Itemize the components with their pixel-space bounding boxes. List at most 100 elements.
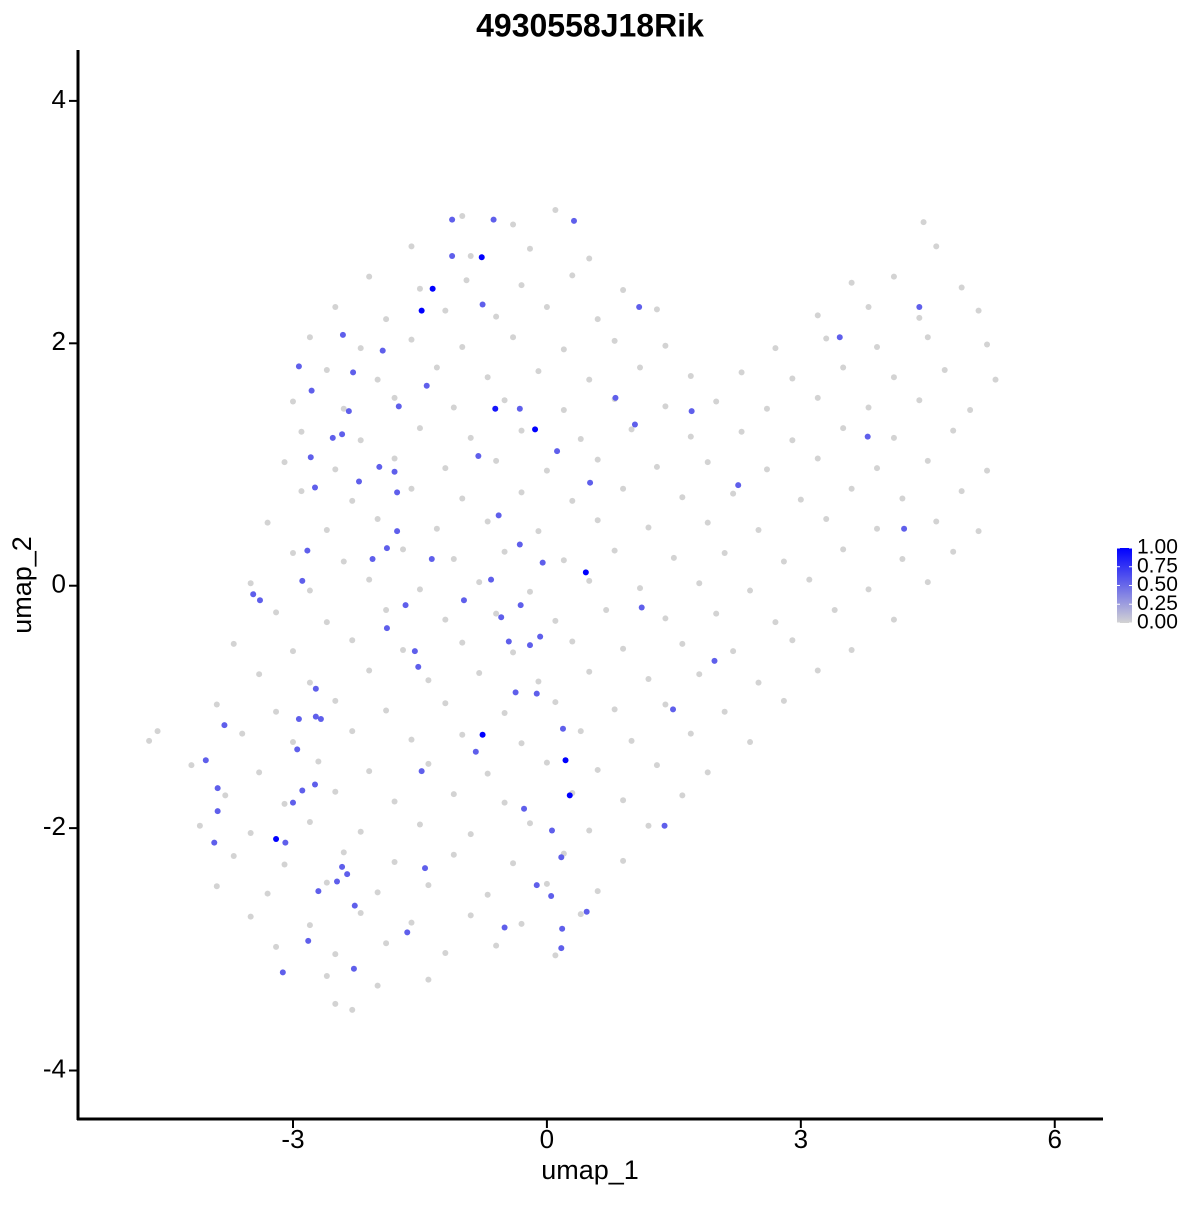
point (747, 739, 754, 746)
point (289, 799, 296, 806)
point (429, 285, 436, 292)
point (924, 334, 931, 341)
point (560, 346, 567, 353)
point (433, 364, 440, 371)
points (146, 206, 999, 1013)
point (350, 369, 357, 376)
point (789, 437, 796, 444)
point (442, 949, 449, 956)
point (526, 245, 533, 252)
point (543, 759, 550, 766)
point (214, 785, 221, 792)
point (463, 277, 470, 284)
point (594, 517, 601, 524)
point (460, 597, 467, 604)
point (357, 345, 364, 352)
point (992, 376, 999, 383)
point (323, 619, 330, 626)
point (484, 770, 491, 777)
point (383, 316, 390, 323)
point (711, 657, 718, 664)
y-tick-label: 2 (52, 326, 66, 356)
point (603, 606, 610, 613)
point (340, 558, 347, 565)
point (306, 922, 313, 929)
point (559, 925, 566, 932)
point (332, 303, 339, 310)
point (570, 217, 577, 224)
point (334, 878, 341, 885)
point (789, 637, 796, 644)
point (501, 397, 508, 404)
point (281, 861, 288, 868)
point (865, 586, 872, 593)
point (306, 679, 313, 686)
point (865, 303, 872, 310)
point (230, 640, 237, 647)
point (311, 781, 318, 788)
point (442, 700, 449, 707)
point (281, 800, 288, 807)
point (442, 465, 449, 472)
point (814, 455, 821, 462)
point (332, 1000, 339, 1007)
point (329, 434, 336, 441)
point (394, 528, 401, 535)
point (552, 699, 559, 706)
colorbar-tick-label: 0.75 (1137, 554, 1178, 577)
point (631, 421, 638, 428)
point (636, 303, 643, 310)
point (548, 892, 555, 899)
point (569, 272, 576, 279)
colorbar-tick-label: 1.00 (1137, 536, 1178, 559)
point (638, 604, 645, 611)
point (339, 331, 346, 338)
point (400, 646, 407, 653)
point (679, 494, 686, 501)
point (510, 649, 517, 656)
point (517, 602, 524, 609)
point (586, 577, 593, 584)
y-tick-label: -2 (43, 811, 66, 841)
point (306, 334, 313, 341)
point (323, 879, 330, 886)
point (425, 882, 432, 889)
point (721, 549, 728, 556)
point (450, 404, 457, 411)
point (416, 285, 423, 292)
point (653, 762, 660, 769)
point (518, 489, 525, 496)
point (975, 528, 982, 535)
point (587, 479, 594, 486)
point (369, 556, 376, 563)
point (391, 859, 398, 866)
point (558, 945, 565, 952)
point (391, 468, 398, 475)
point (501, 924, 508, 931)
point (374, 982, 381, 989)
point (479, 301, 486, 308)
point (661, 822, 668, 829)
point (282, 839, 289, 846)
point (662, 701, 669, 708)
point (628, 737, 635, 744)
point (493, 457, 500, 464)
point (535, 368, 542, 375)
point (516, 541, 523, 548)
point (713, 398, 720, 405)
point (941, 366, 948, 373)
point (332, 466, 339, 473)
point (188, 762, 195, 769)
point (315, 888, 322, 895)
point (281, 459, 288, 466)
point (901, 525, 908, 532)
point (415, 663, 422, 670)
point (484, 891, 491, 898)
point (836, 334, 843, 341)
point (501, 548, 508, 555)
point (344, 871, 351, 878)
point (213, 701, 220, 708)
point (391, 455, 398, 462)
point (501, 709, 508, 716)
point (537, 633, 544, 640)
